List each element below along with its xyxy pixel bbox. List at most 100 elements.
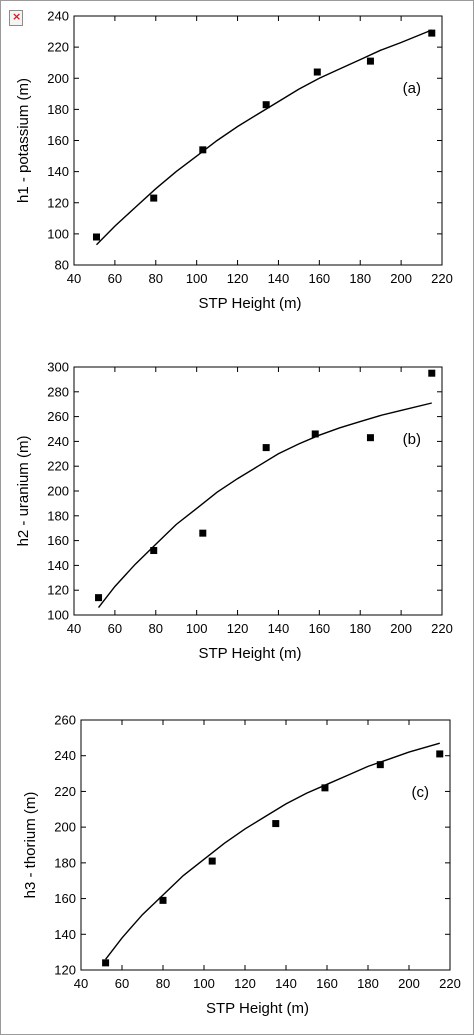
panel-c-x-tick-label: 220 — [439, 976, 461, 991]
panel-a-y-tick-label: 160 — [47, 133, 69, 148]
panel-c-x-axis-label: STP Height (m) — [206, 1000, 309, 1017]
panel-b-x-tick-label: 100 — [186, 621, 208, 636]
panel-c-y-axis-label: h3 - thorium (m) — [22, 792, 39, 899]
panel-a-x-tick-label: 120 — [227, 271, 249, 286]
panel-b-y-tick-label: 240 — [47, 434, 69, 449]
panel-b-y-tick-label: 300 — [47, 360, 69, 375]
panel-a-x-tick-label: 220 — [431, 271, 453, 286]
panel-a-x-tick-label: 160 — [308, 271, 330, 286]
panel-b-fit-curve — [97, 402, 432, 609]
panel-c-data-point — [436, 750, 444, 758]
panel-c-plot-frame — [80, 719, 451, 971]
panel-b-data-point — [262, 444, 270, 452]
panel-c-fit-curve — [105, 742, 440, 960]
panel-a-y-tick-label: 200 — [47, 71, 69, 86]
panel-c-y-tick-label: 220 — [54, 784, 76, 799]
panel-b-data-point — [150, 547, 158, 555]
panel-a-data-point — [262, 101, 270, 109]
panel-c-x-tick-label: 140 — [275, 976, 297, 991]
panel-b-y-tick-label: 120 — [47, 583, 69, 598]
panel-c-x-tick-label: 40 — [74, 976, 88, 991]
panel-b-x-tick-label: 180 — [349, 621, 371, 636]
panel-b-y-tick-label: 200 — [47, 484, 69, 499]
panel-a-data-point — [150, 194, 158, 202]
panel-a-y-tick-label: 220 — [47, 40, 69, 55]
panel-a-y-tick-label: 100 — [47, 226, 69, 241]
panel-b-y-tick-label: 160 — [47, 533, 69, 548]
panel-c-x-tick-label: 200 — [398, 976, 420, 991]
panel-a-data-point — [313, 68, 321, 76]
panel-b-y-axis-label: h2 - uranium (m) — [15, 436, 32, 547]
panel-a-panel-label: (a) — [403, 80, 421, 97]
panel-b-data-point — [95, 594, 103, 602]
panel-c-y-tick-label: 120 — [54, 963, 76, 978]
panel-a-x-tick-label: 100 — [186, 271, 208, 286]
panel-a-data-point — [366, 57, 374, 65]
panel-a-fit-curve — [96, 29, 433, 246]
panel-b-y-tick-label: 100 — [47, 608, 69, 623]
panel-c-chart: 40 60 80 100 120 140 160 180 200 220 120 140 160 180 2… — [22, 713, 461, 1018]
panel-c-y-tick-label: 140 — [54, 927, 76, 942]
panel-a-y-tick-label: 80 — [55, 258, 69, 273]
broken-image-glyph: × — [12, 10, 22, 23]
panel-a-y-tick-label: 240 — [47, 9, 69, 24]
panel-c-x-tick-label: 60 — [115, 976, 129, 991]
panel-b-x-axis-label: STP Height (m) — [198, 645, 301, 662]
panel-c-data-point — [102, 959, 110, 967]
panel-c-data-point — [159, 896, 167, 904]
panel-b-data-point — [311, 430, 319, 438]
panel-b-data-point — [428, 369, 436, 377]
panel-a-x-tick-label: 60 — [108, 271, 122, 286]
panel-a-x-tick-label: 80 — [149, 271, 163, 286]
panel-b-plot-frame — [73, 366, 443, 616]
panel-a-data-point — [428, 29, 436, 37]
panel-c-data-point — [272, 820, 280, 828]
panel-c-x-tick-label: 180 — [357, 976, 379, 991]
panel-c-y-tick-label: 240 — [54, 748, 76, 763]
panel-c-data-point — [376, 761, 384, 769]
panel-c-panel-label: (c) — [412, 784, 430, 801]
panel-a-x-tick-label: 200 — [390, 271, 412, 286]
panel-b-y-tick-label: 180 — [47, 508, 69, 523]
panel-b-y-tick-label: 280 — [47, 384, 69, 399]
panel-c-x-tick-label: 80 — [156, 976, 170, 991]
panel-c-x-tick-label: 160 — [316, 976, 338, 991]
panel-b-y-tick-label: 140 — [47, 558, 69, 573]
panel-b-x-tick-label: 40 — [67, 621, 81, 636]
panel-b-x-tick-label: 200 — [390, 621, 412, 636]
panel-b-data-point — [366, 434, 374, 442]
panel-a-plot-frame — [73, 15, 443, 266]
panel-a-x-tick-label: 140 — [268, 271, 290, 286]
panel-b-data-point — [199, 529, 207, 537]
panel-b-x-tick-label: 80 — [149, 621, 163, 636]
panel-c-data-point — [208, 857, 216, 865]
panel-a-x-axis-label: STP Height (m) — [198, 295, 301, 312]
panel-a-x-tick-label: 180 — [349, 271, 371, 286]
panel-c-y-tick-label: 160 — [54, 891, 76, 906]
panel-c-y-tick-label: 200 — [54, 820, 76, 835]
panel-b-x-tick-label: 160 — [308, 621, 330, 636]
panel-c-x-tick-label: 120 — [234, 976, 256, 991]
panel-a-data-point — [199, 146, 207, 154]
panel-a-data-point — [92, 233, 100, 241]
panel-c-data-point — [321, 784, 329, 792]
panel-b-x-tick-label: 220 — [431, 621, 453, 636]
panel-a-x-tick-label: 40 — [67, 271, 81, 286]
panel-a-y-tick-label: 180 — [47, 102, 69, 117]
panel-a-y-axis-label: h1 - potassium (m) — [15, 78, 32, 203]
panel-a-y-tick-label: 140 — [47, 164, 69, 179]
panel-c-y-tick-label: 180 — [54, 855, 76, 870]
panel-a-y-tick-label: 120 — [47, 195, 69, 210]
panel-b-x-tick-label: 120 — [227, 621, 249, 636]
panel-c-y-tick-label: 260 — [54, 713, 76, 728]
panel-b-x-tick-label: 140 — [268, 621, 290, 636]
panel-b-x-tick-label: 60 — [108, 621, 122, 636]
broken-image-icon: × — [9, 10, 23, 26]
panel-b-chart: 40 60 80 100 120 140 160 180 200 220 100 120 140 160 1… — [15, 360, 453, 663]
panel-a-chart: 40 60 80 100 120 140 160 180 200 220 80 100 120 140 16… — [15, 9, 453, 313]
panel-b-y-tick-label: 260 — [47, 409, 69, 424]
panel-c-x-tick-label: 100 — [193, 976, 215, 991]
panel-b-y-tick-label: 220 — [47, 459, 69, 474]
panel-b-panel-label: (b) — [403, 431, 421, 448]
